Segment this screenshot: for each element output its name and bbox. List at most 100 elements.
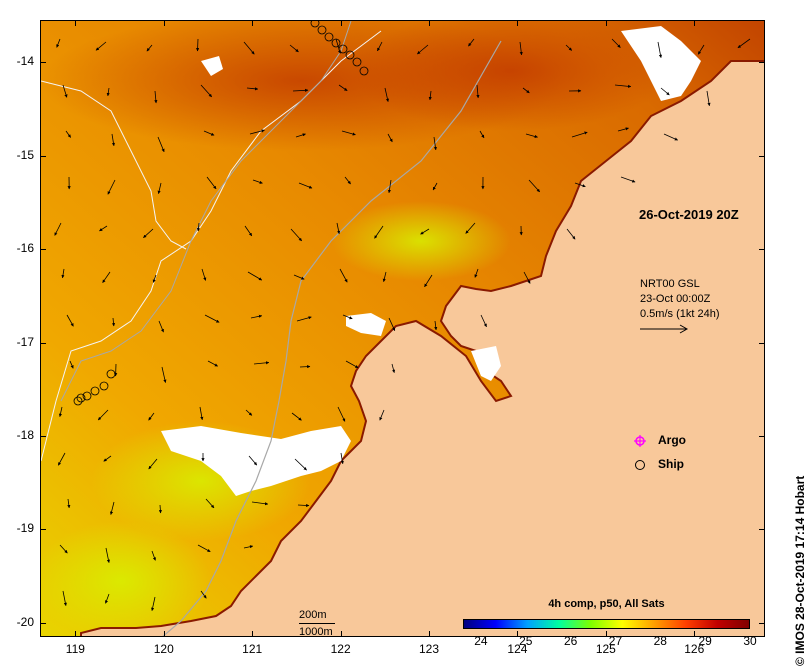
current-vector — [65, 130, 72, 138]
current-vector — [391, 363, 396, 374]
current-vector — [387, 133, 393, 143]
colorbar-tick-label: 24 — [474, 634, 488, 648]
ship-position-marker[interactable] — [99, 381, 109, 391]
ship-position-marker[interactable] — [73, 396, 83, 406]
current-vector — [54, 222, 62, 236]
longitude-tick — [517, 631, 519, 637]
isobath-200m — [60, 21, 352, 402]
ship-position-marker[interactable] — [338, 44, 348, 54]
current-vector — [62, 84, 68, 98]
current-vector — [161, 366, 167, 383]
current-vector — [611, 38, 621, 48]
current-vector — [58, 406, 63, 418]
current-vector — [295, 133, 306, 138]
current-vector — [158, 504, 162, 514]
latitude-tick — [759, 529, 765, 531]
colorbar-tick-label: 27 — [608, 634, 623, 648]
current-vector — [384, 87, 390, 103]
current-model-label: NRT00 GSL — [640, 278, 700, 290]
current-vector — [245, 409, 253, 416]
current-vector — [105, 593, 110, 604]
current-vector — [474, 268, 479, 278]
current-vector — [61, 268, 65, 279]
current-vector — [244, 225, 253, 237]
current-vector — [57, 452, 66, 466]
current-vector — [66, 314, 74, 327]
current-vector — [109, 501, 115, 515]
current-vector — [737, 38, 751, 49]
longitude-tick — [694, 20, 696, 26]
current-vector — [388, 317, 396, 331]
current-vector — [196, 222, 201, 232]
current-vector — [344, 176, 351, 185]
cloud-gap — [471, 346, 501, 381]
longitude-tick — [163, 20, 165, 26]
current-scale-arrow — [640, 322, 719, 338]
current-vector — [95, 41, 107, 51]
current-vector — [663, 133, 678, 141]
current-vector — [706, 90, 711, 107]
isobath-200m-label: 200m — [299, 609, 327, 621]
ship-position-marker[interactable] — [90, 386, 100, 396]
ship-position-marker[interactable] — [359, 66, 369, 76]
latitude-tick-label: -19 — [16, 521, 34, 536]
ship-position-marker[interactable] — [345, 50, 355, 60]
current-vector — [154, 90, 158, 104]
current-vector — [565, 44, 573, 51]
current-vector — [296, 316, 312, 322]
current-vector — [374, 225, 384, 239]
ship-position-marker[interactable] — [106, 369, 116, 379]
sst-map-panel[interactable] — [40, 20, 765, 637]
current-scale-label: 0.5m/s (1kt 24h) — [640, 308, 720, 320]
current-vector — [338, 84, 348, 92]
current-vector — [528, 179, 540, 193]
current-vector — [420, 228, 430, 235]
current-vector — [379, 409, 385, 421]
current-vector — [523, 271, 531, 284]
latitude-tick — [40, 155, 46, 157]
current-vector — [387, 179, 392, 194]
current-vector — [522, 87, 530, 94]
ship-position-marker[interactable] — [324, 32, 334, 42]
current-vector — [199, 406, 204, 421]
latitude-tick — [40, 62, 46, 64]
current-vector — [67, 498, 71, 509]
current-vector — [103, 455, 112, 462]
current-vector — [298, 182, 313, 189]
current-vector — [56, 38, 61, 48]
current-vector — [205, 498, 215, 509]
current-vector — [197, 544, 211, 553]
current-vector — [248, 455, 258, 466]
ship-position-marker[interactable] — [310, 21, 320, 28]
ship-position-marker[interactable] — [76, 393, 86, 403]
current-vector — [519, 41, 523, 56]
current-vector — [243, 41, 255, 55]
warm-patch — [351, 21, 671, 131]
current-vector — [102, 271, 111, 283]
current-vector — [465, 222, 476, 234]
ship-position-marker[interactable] — [331, 38, 341, 48]
current-vector — [574, 182, 586, 188]
current-vector — [479, 130, 485, 139]
latitude-tick-label: -14 — [16, 54, 34, 69]
colorbar-tick-label: 30 — [743, 634, 757, 648]
ship-position-marker[interactable] — [352, 57, 362, 67]
current-vector — [206, 176, 217, 190]
isobath-1000m — [41, 80, 187, 250]
latitude-tick-label: -18 — [16, 428, 34, 442]
ship-track — [73, 21, 369, 406]
ship-position-marker[interactable] — [317, 25, 327, 35]
longitude-tick — [252, 631, 254, 637]
current-vector — [660, 87, 670, 96]
latitude-tick — [759, 622, 765, 624]
current-vector — [201, 268, 207, 281]
current-vector — [566, 228, 576, 240]
current-vector — [336, 222, 341, 235]
colorbar-title: 4h comp, p50, All Sats — [548, 598, 665, 610]
sst-map — [41, 21, 764, 636]
colorbar-tick-label: 26 — [563, 634, 578, 648]
longitude-tick-label: 119 — [65, 642, 85, 656]
ship-position-marker[interactable] — [82, 391, 92, 401]
ship-circle-icon — [635, 460, 645, 470]
cloud-gap — [346, 313, 386, 336]
